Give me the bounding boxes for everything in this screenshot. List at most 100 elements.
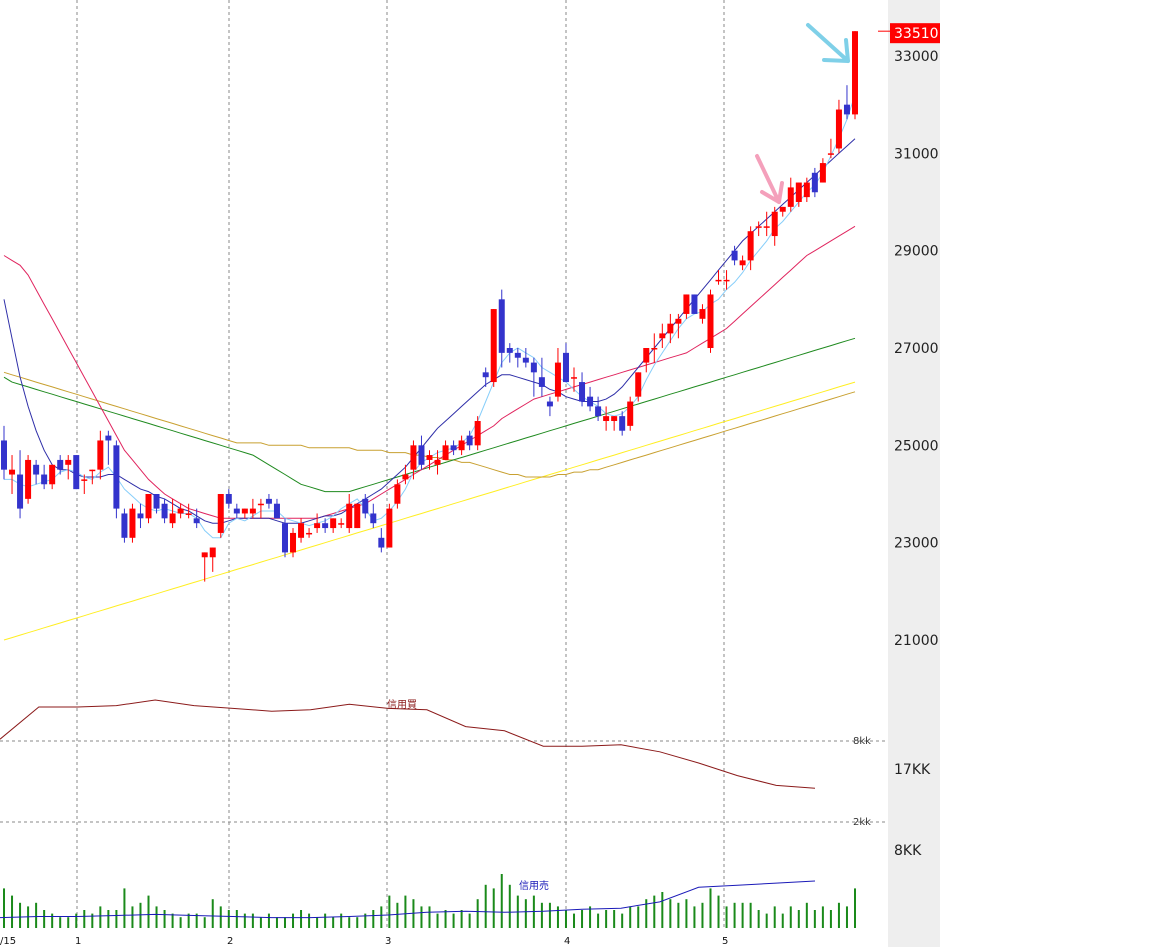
margin-sell-line	[0, 880, 816, 919]
volume-bar	[749, 902, 752, 928]
volume-bar	[147, 895, 150, 928]
candle-body	[217, 494, 224, 533]
candle-body	[73, 455, 80, 490]
volume-bar	[444, 910, 447, 928]
candle	[490, 309, 497, 387]
candle-body	[659, 333, 666, 339]
candle	[771, 206, 778, 246]
candle-body	[571, 377, 578, 379]
candle-body	[378, 537, 385, 548]
candle-body	[514, 352, 521, 358]
candle	[386, 503, 393, 548]
candle	[482, 367, 489, 387]
volume-bar	[556, 906, 559, 928]
date-axis-label: 1	[75, 936, 81, 947]
date-axis-label: 4	[564, 936, 570, 947]
volume-bar	[645, 899, 648, 928]
candle	[852, 31, 858, 120]
volume-bar	[564, 910, 567, 928]
volume-bar	[51, 913, 54, 928]
candle	[81, 474, 88, 494]
candlesticks[interactable]	[1, 31, 858, 582]
candle	[426, 450, 433, 470]
margin-buy-line	[0, 699, 816, 789]
volume-bar	[3, 888, 5, 928]
candle-body	[201, 552, 208, 558]
volume-bar	[468, 913, 471, 928]
candle	[17, 450, 24, 519]
candle	[763, 211, 770, 237]
candle-body	[450, 445, 457, 451]
candle	[338, 518, 345, 529]
candle	[755, 221, 762, 237]
candle	[675, 313, 682, 339]
date-axis-label: 2	[227, 936, 233, 947]
candle-body	[265, 498, 272, 504]
candle-body	[827, 153, 834, 155]
candle	[546, 396, 553, 417]
candle-body	[779, 206, 786, 212]
volume-bar	[693, 906, 696, 928]
candle-body	[233, 508, 240, 514]
volume-bar	[837, 902, 840, 928]
date-axis-label: 5	[722, 936, 728, 947]
volume-bar	[187, 913, 190, 928]
candle-body	[97, 440, 104, 470]
candle	[619, 411, 626, 436]
candle	[779, 206, 786, 217]
candle	[739, 255, 746, 271]
volume-bar	[725, 906, 728, 928]
candle-body	[273, 503, 280, 519]
candle-body	[193, 518, 200, 524]
candle-body	[434, 459, 441, 465]
candle	[1, 425, 7, 480]
candle	[322, 518, 329, 533]
volume-bar	[19, 902, 22, 928]
volume-bar	[43, 910, 46, 928]
candle	[699, 304, 706, 324]
candle-body	[362, 498, 369, 514]
margin-sell-label: 信用売	[519, 879, 549, 892]
volume-bar	[267, 913, 270, 928]
candle	[25, 455, 32, 504]
candle-body	[667, 323, 674, 334]
price-tick-label: 23000	[894, 536, 939, 552]
candle-body	[699, 309, 706, 319]
ma200-line	[3, 381, 856, 641]
margin-gridline-label-bottom: 2kk	[853, 817, 871, 828]
candle-body	[41, 474, 48, 485]
volume-bar	[781, 913, 784, 928]
volume-bar	[243, 913, 246, 928]
candle	[659, 323, 666, 348]
blue-arrow	[806, 23, 850, 63]
candle-body	[506, 348, 513, 353]
candle	[434, 450, 441, 475]
candle	[201, 552, 208, 582]
volume-bar	[404, 895, 407, 928]
volume-bar	[573, 913, 576, 928]
candle	[177, 503, 184, 519]
volume-bar	[179, 917, 182, 928]
candle	[410, 440, 417, 480]
candle-body	[787, 187, 794, 207]
price-tick-label: 21000	[894, 633, 939, 649]
candle	[362, 494, 369, 519]
volume-bar	[709, 888, 712, 928]
volume-bar	[356, 917, 359, 928]
volume-bar	[797, 910, 800, 928]
price-tick-label: 27000	[894, 341, 939, 357]
volume-bar	[508, 884, 511, 928]
volume-bar	[524, 899, 527, 928]
volume-bar	[131, 906, 134, 928]
candle-body	[627, 401, 634, 426]
volume-bar	[629, 906, 632, 928]
candle-body	[153, 494, 160, 509]
candle	[354, 503, 361, 529]
volume-bar	[219, 906, 222, 928]
candle-body	[843, 104, 850, 115]
candle-body	[546, 401, 553, 407]
volume-bar	[476, 899, 479, 928]
candle	[145, 494, 152, 524]
candle	[707, 289, 714, 353]
